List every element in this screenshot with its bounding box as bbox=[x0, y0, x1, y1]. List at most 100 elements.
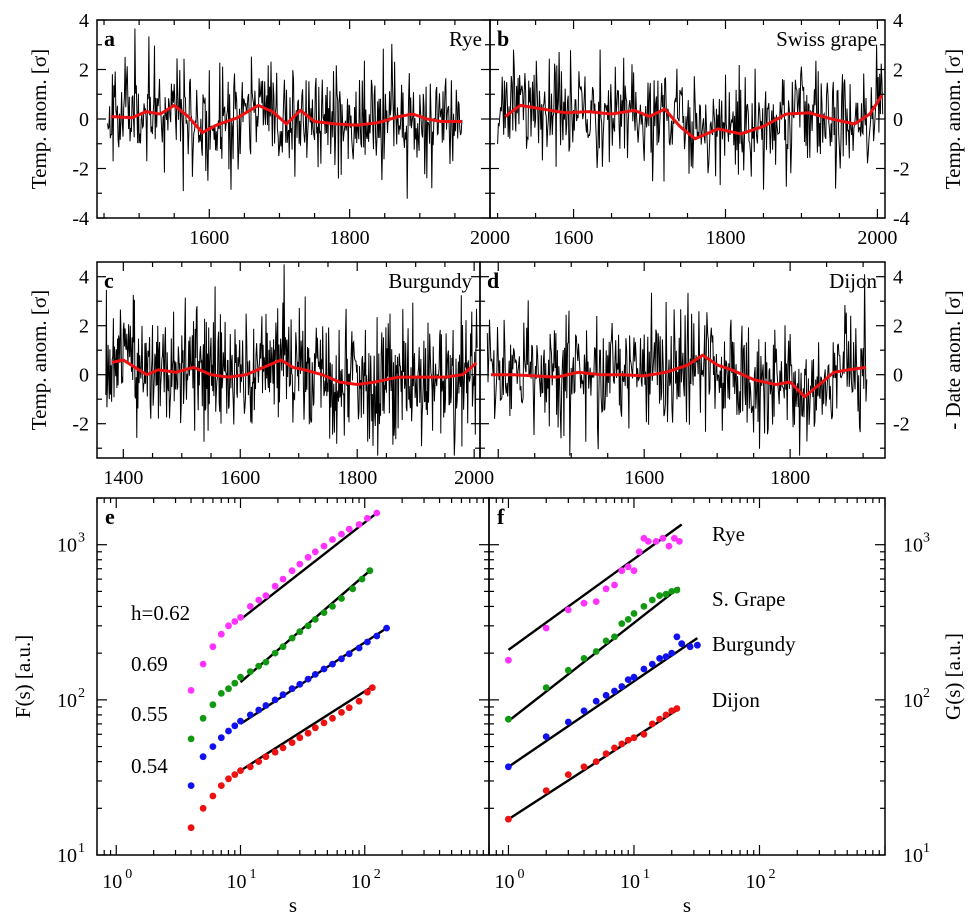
data-point bbox=[592, 648, 600, 655]
data-point bbox=[368, 684, 376, 691]
data-point bbox=[580, 707, 588, 715]
y-tick-label-exponent: 2 bbox=[923, 686, 930, 701]
data-point bbox=[262, 658, 270, 666]
data-point bbox=[505, 656, 512, 664]
data-point bbox=[355, 521, 363, 528]
data-point bbox=[338, 655, 345, 663]
series-line-smooth-b bbox=[504, 94, 884, 141]
data-point bbox=[624, 563, 632, 571]
data-point bbox=[668, 707, 676, 715]
data-point bbox=[199, 660, 207, 668]
data-point bbox=[271, 696, 279, 704]
data-point bbox=[209, 743, 217, 750]
data-point bbox=[255, 596, 263, 604]
data-point bbox=[648, 596, 656, 604]
y-tick-label: -2 bbox=[893, 159, 910, 181]
fit-line bbox=[507, 523, 683, 651]
fit-line bbox=[239, 685, 373, 772]
data-point bbox=[237, 614, 244, 621]
data-point bbox=[304, 622, 312, 630]
y-tick-label: 2 bbox=[79, 316, 89, 338]
data-point bbox=[618, 620, 626, 627]
data-point bbox=[640, 730, 648, 738]
data-point bbox=[225, 727, 232, 735]
data-point bbox=[580, 599, 588, 607]
data-point bbox=[505, 715, 512, 723]
x-tick-label-exponent: 1 bbox=[249, 867, 256, 882]
y-axis-label: G(s) [a.u.] bbox=[941, 633, 965, 720]
data-point bbox=[665, 542, 673, 550]
y-tick-label: 2 bbox=[893, 316, 903, 338]
axes-frame-f bbox=[488, 497, 886, 856]
x-tick-label-mantissa: 10 bbox=[620, 871, 640, 893]
panel-title: Swiss grape bbox=[776, 27, 877, 51]
data-point bbox=[644, 538, 652, 545]
data-point bbox=[271, 649, 279, 657]
data-point bbox=[231, 679, 239, 687]
data-point bbox=[355, 644, 363, 652]
data-point bbox=[296, 680, 304, 688]
data-point bbox=[564, 718, 572, 726]
y-tick-label-exponent: 1 bbox=[78, 841, 85, 856]
data-point bbox=[288, 567, 296, 575]
panel-title: Dijon bbox=[829, 269, 877, 293]
data-point bbox=[659, 534, 667, 542]
x-tick-label-exponent: 0 bbox=[125, 867, 132, 882]
x-axis-label: s bbox=[683, 893, 691, 917]
series-name-label: Rye bbox=[712, 522, 745, 546]
data-point bbox=[199, 714, 207, 722]
data-point bbox=[673, 705, 681, 712]
data-point bbox=[678, 640, 686, 648]
data-point bbox=[217, 734, 225, 742]
data-point bbox=[329, 660, 336, 668]
data-point bbox=[311, 616, 319, 623]
data-point bbox=[231, 771, 239, 778]
series-line-raw-d bbox=[486, 274, 868, 456]
series-line-smooth-d bbox=[490, 353, 867, 399]
data-point bbox=[246, 763, 254, 771]
series-line-smooth-a bbox=[110, 103, 462, 135]
data-point bbox=[611, 687, 618, 695]
x-tick-label: 1600 bbox=[554, 227, 594, 249]
data-point bbox=[505, 815, 512, 823]
x-tick-label-mantissa: 10 bbox=[745, 871, 765, 893]
y-tick-label: 0 bbox=[79, 109, 89, 131]
data-point bbox=[564, 606, 572, 614]
data-point bbox=[635, 548, 643, 556]
x-tick-label: 1800 bbox=[770, 467, 810, 489]
y-axis-label: Temp. anom. [σ] bbox=[27, 290, 51, 430]
data-point bbox=[338, 709, 345, 716]
panel-letter: f bbox=[497, 504, 505, 529]
data-point bbox=[618, 740, 626, 748]
panel-letter: d bbox=[487, 268, 499, 293]
data-point bbox=[602, 750, 610, 758]
data-point bbox=[304, 675, 312, 683]
data-point bbox=[611, 633, 618, 641]
y-axis-label: Temp. anom. [σ] bbox=[27, 49, 51, 189]
y-tick-label: 4 bbox=[893, 267, 903, 289]
data-point bbox=[338, 595, 345, 602]
data-point bbox=[542, 624, 550, 632]
data-point bbox=[630, 567, 638, 575]
data-point bbox=[656, 715, 663, 723]
series-name-label: S. Grape bbox=[712, 587, 785, 611]
y-tick-label-exponent: 3 bbox=[923, 531, 930, 546]
series-line-raw-b bbox=[497, 44, 884, 190]
y-tick-label-mantissa: 10 bbox=[903, 690, 923, 712]
series-name-label: Burgundy bbox=[712, 632, 796, 656]
hurst-exponent-label: h=0.62 bbox=[131, 601, 190, 625]
x-tick-label-exponent: 0 bbox=[517, 867, 524, 882]
x-tick-label-mantissa: 10 bbox=[226, 871, 246, 893]
hurst-exponent-label: 0.69 bbox=[131, 652, 168, 676]
data-point bbox=[246, 668, 254, 675]
y-tick-label-mantissa: 10 bbox=[57, 845, 77, 867]
axes-frame-e bbox=[96, 497, 490, 856]
y-tick-label: -4 bbox=[893, 208, 910, 230]
data-point bbox=[602, 637, 610, 645]
data-point bbox=[304, 553, 312, 561]
data-point bbox=[311, 671, 319, 678]
data-point bbox=[668, 588, 676, 595]
data-point bbox=[671, 534, 678, 542]
data-point bbox=[580, 655, 588, 662]
data-point bbox=[630, 673, 638, 681]
